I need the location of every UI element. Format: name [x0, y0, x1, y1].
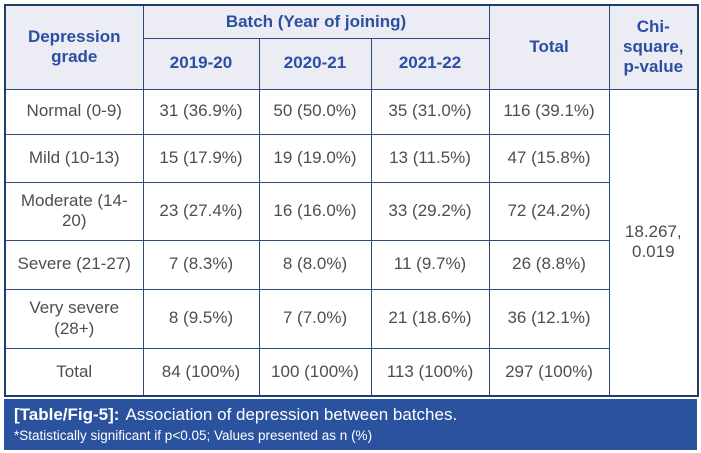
table-cell: 26 (8.8%) [488, 239, 610, 290]
table-cell: 8 (9.5%) [142, 288, 260, 349]
header-row-years: 2019-20 2020-21 2021-22 [5, 37, 698, 90]
table-cell: 21 (18.6%) [370, 288, 490, 349]
table-cell: 7 (7.0%) [258, 288, 372, 349]
row-label: Moderate (14-20) [4, 181, 144, 241]
table-cell: 297 (100%) [488, 347, 610, 397]
table-cell: 23 (27.4%) [142, 181, 260, 241]
table-cell: 100 (100%) [258, 347, 372, 397]
table-cell: 47 (15.8%) [488, 133, 610, 183]
row-label: Normal (0-9) [4, 88, 144, 135]
table-row: Very severe (28+) 8 (9.5%) 7 (7.0%) 21 (… [4, 288, 698, 349]
row-label: Very severe (28+) [4, 288, 144, 349]
table-cell: 50 (50.0%) [258, 88, 372, 135]
caption-figure-label: [Table/Fig-5]: [14, 405, 120, 424]
table-row: Normal (0-9) 31 (36.9%) 50 (50.0%) 35 (3… [4, 88, 699, 397]
table-cell: 16 (16.0%) [258, 181, 372, 241]
column-header-2020-21: 2020-21 [258, 37, 372, 90]
caption-title: [Table/Fig-5]: Association of depression … [14, 404, 687, 425]
column-header-chi-square: Chi-square, p-value [608, 4, 699, 90]
column-header-2021-22: 2021-22 [370, 37, 490, 90]
table-cell: 35 (31.0%) [370, 88, 490, 135]
table-row: Moderate (14-20) 23 (27.4%) 16 (16.0%) 3… [4, 181, 698, 241]
caption-bar: [Table/Fig-5]: Association of depression … [4, 399, 697, 450]
column-header-2019-20: 2019-20 [142, 37, 260, 90]
table-row: Mild (10-13) 15 (17.9%) 19 (19.0%) 13 (1… [4, 133, 698, 183]
caption-text: Association of depression between batche… [125, 405, 458, 424]
table-cell: 84 (100%) [142, 347, 260, 397]
row-label: Severe (21-27) [4, 239, 144, 290]
table-cell: 13 (11.5%) [370, 133, 490, 183]
chi-square-value-cell: 18.267, 0.019 [608, 88, 699, 397]
table-cell: 72 (24.2%) [488, 181, 610, 241]
depression-association-table: Depression grade Batch (Year of joining)… [4, 4, 700, 397]
column-header-total: Total [488, 4, 610, 90]
column-header-depression-grade: Depression grade [4, 4, 144, 90]
column-group-header-batch: Batch (Year of joining) [142, 4, 490, 39]
header-row-group: Depression grade Batch (Year of joining)… [4, 4, 699, 90]
table-cell: 31 (36.9%) [142, 88, 260, 135]
table-cell: 116 (39.1%) [488, 88, 610, 135]
table-cell: 7 (8.3%) [142, 239, 260, 290]
table-cell: 19 (19.0%) [258, 133, 372, 183]
caption-footnote: *Statistically significant if p<0.05; Va… [14, 428, 373, 443]
table-cell: 8 (8.0%) [258, 239, 372, 290]
table-cell: 36 (12.1%) [488, 288, 610, 349]
table-cell: 11 (9.7%) [370, 239, 490, 290]
table-cell: 33 (29.2%) [370, 181, 490, 241]
row-label: Mild (10-13) [4, 133, 144, 183]
table-cell: 15 (17.9%) [142, 133, 260, 183]
table-cell: 113 (100%) [370, 347, 490, 397]
table-row: Total 84 (100%) 100 (100%) 113 (100%) 29… [4, 347, 698, 397]
table-row: Severe (21-27) 7 (8.3%) 8 (8.0%) 11 (9.7… [4, 239, 698, 290]
row-label: Total [4, 347, 144, 397]
